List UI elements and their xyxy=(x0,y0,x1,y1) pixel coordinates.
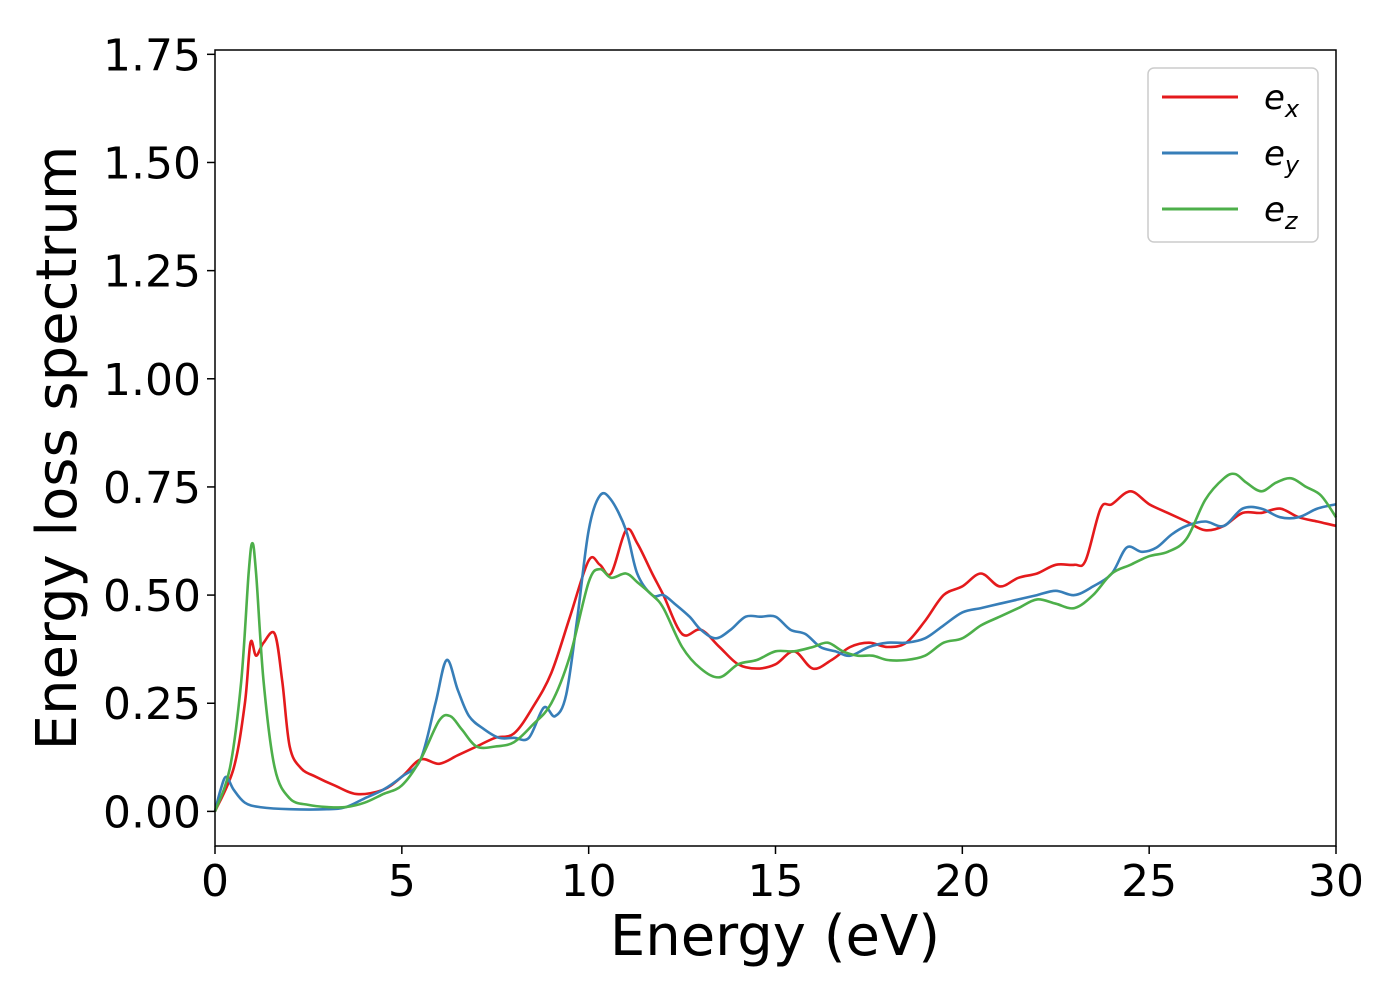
legend-label-ey: ey xyxy=(1264,134,1300,179)
x-tick-label: 10 xyxy=(561,856,617,907)
y-tick-label: 0.25 xyxy=(103,679,201,730)
x-tick-label: 25 xyxy=(1121,856,1177,907)
series-line-ex xyxy=(213,490,1337,812)
x-tick-label: 5 xyxy=(388,856,416,907)
y-tick-label: 1.50 xyxy=(103,138,201,189)
x-tick-label: 0 xyxy=(201,856,229,907)
legend-label-ez: ez xyxy=(1264,190,1299,235)
legend: ex ey ez xyxy=(1147,67,1319,243)
y-axis-ticks: 0.00 0.25 0.50 0.75 1.00 1.25 1.50 1.75 xyxy=(103,30,215,838)
y-tick-label: 1.25 xyxy=(103,247,201,298)
y-tick-label: 0.50 xyxy=(103,571,201,622)
x-tick-label: 15 xyxy=(748,856,804,907)
x-axis-label: Energy (eV) xyxy=(610,904,940,969)
y-tick-label: 0.75 xyxy=(103,463,201,514)
y-tick-label: 1.75 xyxy=(103,30,201,81)
legend-label-ex: ex xyxy=(1264,78,1300,123)
y-axis-label: Energy loss spectrum xyxy=(25,146,90,751)
series-line-ez xyxy=(213,472,1338,812)
legend-box xyxy=(1147,67,1319,243)
x-tick-label: 20 xyxy=(934,856,990,907)
x-tick-label: 30 xyxy=(1308,856,1364,907)
y-tick-label: 1.00 xyxy=(103,355,201,406)
x-axis-ticks: 0 5 10 15 20 25 30 xyxy=(201,846,1364,907)
y-tick-label: 0.00 xyxy=(103,787,201,838)
series-curves xyxy=(213,472,1338,812)
